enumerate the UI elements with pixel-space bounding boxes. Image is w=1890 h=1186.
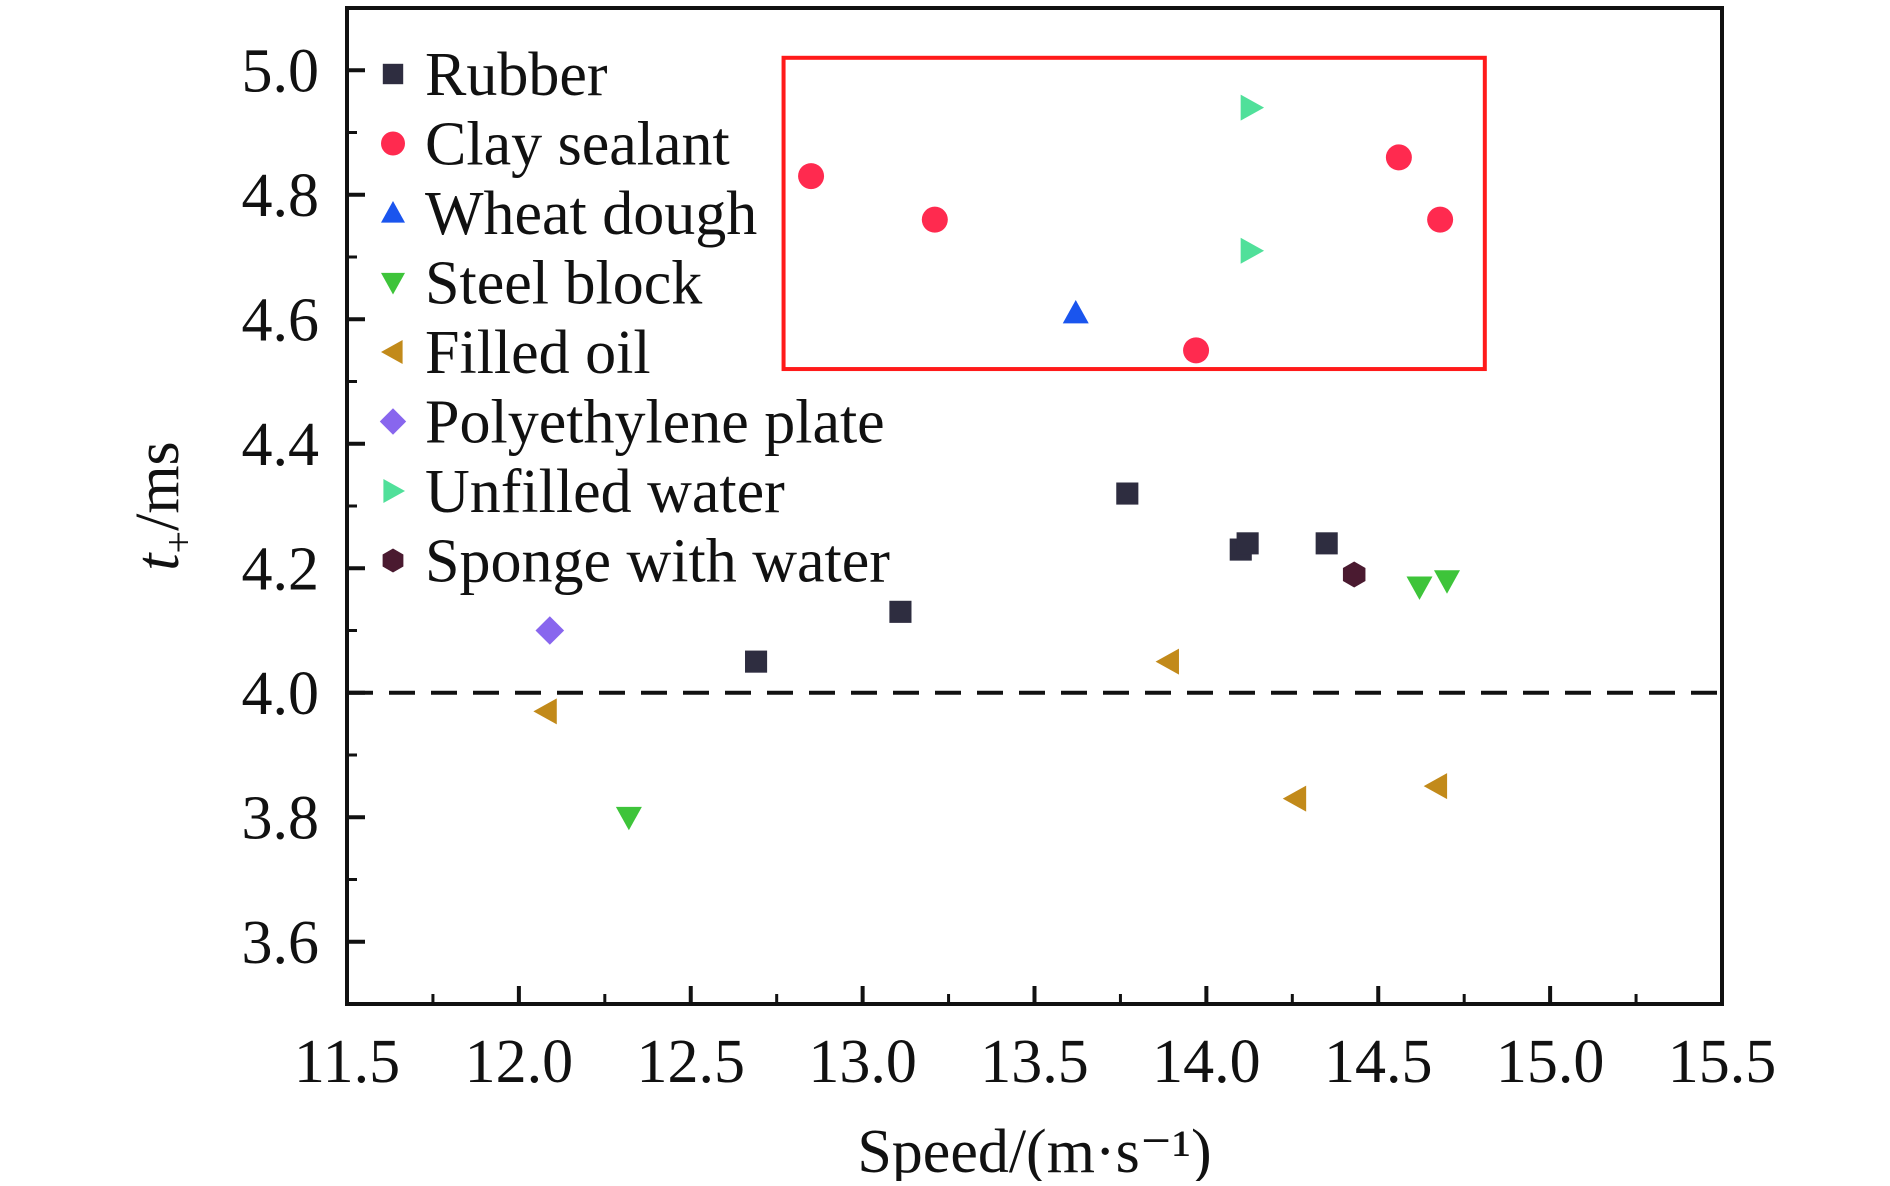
legend-marker-rubber: [382, 63, 404, 85]
y-axis-title-unit: /ms: [124, 441, 192, 531]
legend-label-filled-oil: Filled oil: [425, 319, 651, 387]
legend-label-sponge-with-water: Sponge with water: [425, 528, 890, 596]
legend-label-clay-sealant: Clay sealant: [425, 111, 730, 179]
legend-marker-unfilled-water: [383, 479, 405, 503]
x-tick-label: 13.0: [808, 1028, 917, 1096]
x-tick-label: 14.0: [1152, 1028, 1261, 1096]
x-tick-label: 12.5: [637, 1028, 746, 1096]
y-tick-label: 5.0: [242, 37, 320, 105]
point-filled-oil: [533, 698, 557, 725]
x-tick-label: 15.5: [1668, 1028, 1777, 1096]
axes: 11.5 12.0 12.5 13.0 13.5 14.0 14.5 15.0 15.5 3.6 3…: [242, 6, 1777, 1096]
x-tick-label: 13.5: [980, 1028, 1089, 1096]
highlight-box-layer: [781, 55, 1487, 372]
legend-marker-polyethylene-plate: [379, 408, 407, 435]
point-clay-sealant: [1427, 206, 1454, 233]
plot-background: [347, 8, 1722, 1004]
y-tick-label: 4.8: [242, 162, 320, 230]
x-tick-label: 15.0: [1496, 1028, 1605, 1096]
point-rubber: [745, 650, 768, 673]
data-points: [533, 94, 1460, 831]
y-tick-label: 4.6: [242, 286, 320, 354]
point-steel-block: [615, 806, 642, 831]
legend-label-rubber: Rubber: [425, 41, 608, 109]
y-axis-title-main: t: [124, 552, 192, 571]
point-unfilled-water: [1240, 94, 1265, 121]
y-axis-title-sub: +: [156, 531, 201, 554]
point-rubber: [1116, 482, 1139, 505]
legend-marker-filled-oil: [381, 340, 403, 364]
axis-titles: Speed/(m·s⁻¹) t+/ms: [124, 441, 1212, 1186]
point-clay-sealant: [1385, 144, 1412, 171]
point-wheat-dough: [1062, 300, 1089, 324]
point-sponge-with-water: [1342, 561, 1366, 588]
legend-marker-clay-sealant: [381, 131, 405, 156]
legend-label-wheat-dough: Wheat dough: [425, 180, 757, 248]
y-tick-label: 4.0: [242, 660, 320, 728]
legend-label-polyethylene-plate: Polyethylene plate: [425, 389, 885, 457]
point-clay-sealant: [921, 206, 948, 233]
point-rubber: [1315, 532, 1338, 555]
y-tick-label: 3.6: [242, 909, 320, 977]
x-tick-label: 12.0: [465, 1028, 574, 1096]
legend-marker-steel-block: [381, 272, 405, 295]
point-filled-oil: [1155, 648, 1179, 675]
y-axis-title: t+/ms: [124, 441, 201, 570]
plot-area: [347, 8, 1722, 1004]
point-clay-sealant: [798, 163, 825, 190]
y-tick-label: 3.8: [242, 784, 320, 852]
y-tick-label: 4.4: [242, 411, 320, 479]
x-axis-title: Speed/(m·s⁻¹): [857, 1118, 1211, 1181]
point-steel-block: [1406, 576, 1433, 600]
point-polyethylene-plate: [535, 616, 565, 645]
point-rubber: [889, 600, 912, 623]
point-steel-block: [1434, 570, 1460, 594]
x-tick-label: 14.5: [1324, 1028, 1433, 1096]
point-filled-oil: [1423, 773, 1448, 800]
point-filled-oil: [1282, 785, 1307, 812]
y-tick-label: 4.2: [242, 535, 320, 603]
point-clay-sealant: [1183, 337, 1210, 364]
highlight-box: [781, 55, 1487, 372]
point-rubber: [1236, 532, 1259, 555]
x-tick-label: 11.5: [294, 1028, 400, 1096]
point-unfilled-water: [1240, 237, 1265, 264]
legend-label-steel-block: Steel block: [425, 250, 702, 318]
legend-marker-sponge-with-water: [382, 548, 404, 573]
legend-label-unfilled-water: Unfilled water: [425, 458, 785, 526]
legend-marker-wheat-dough: [381, 201, 405, 223]
